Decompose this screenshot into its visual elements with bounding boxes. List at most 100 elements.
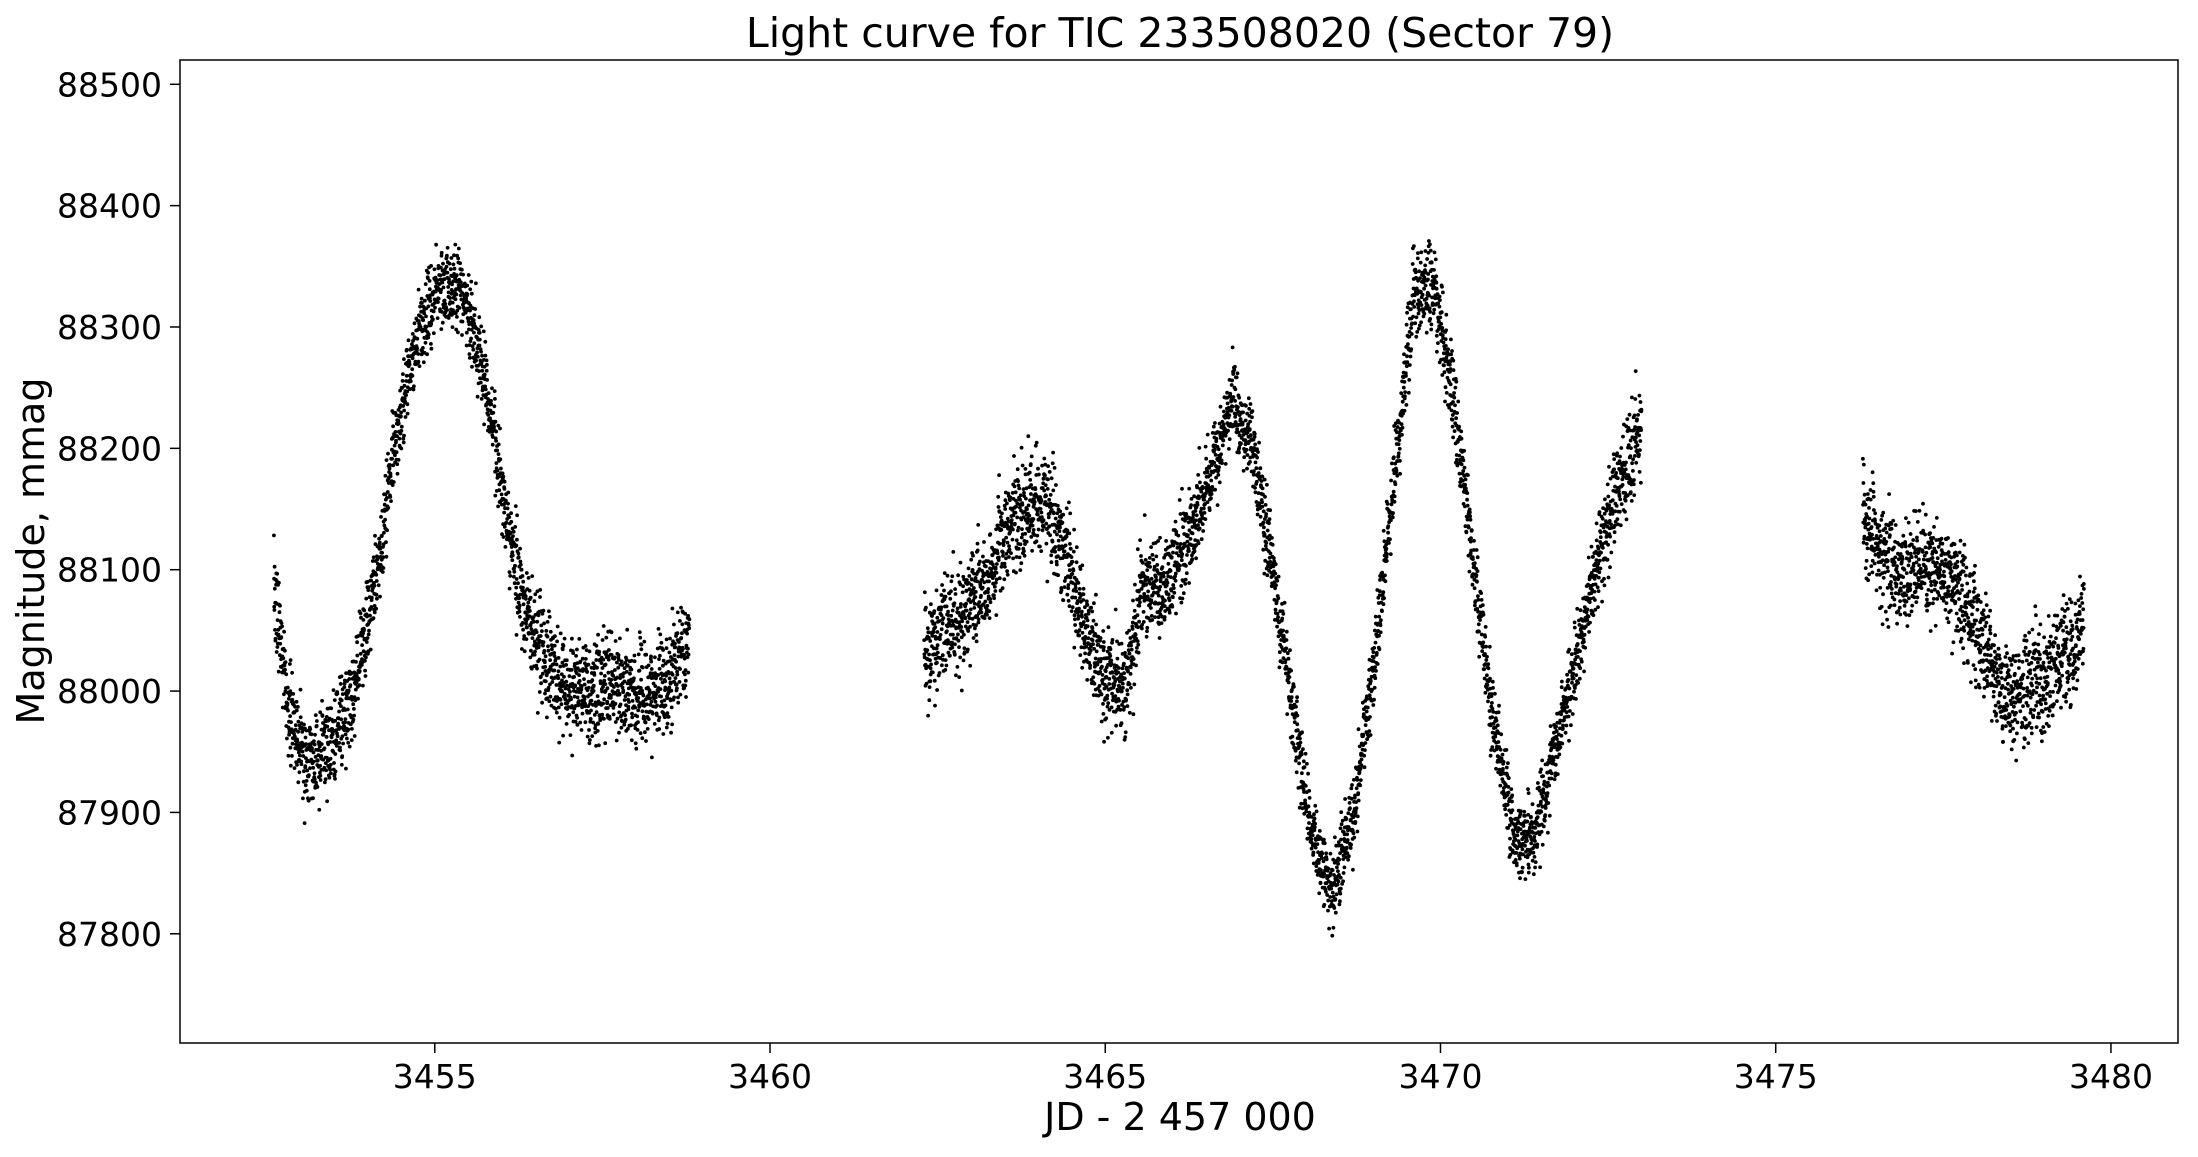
data-point <box>1217 480 1222 485</box>
data-point <box>304 742 308 746</box>
data-point <box>492 389 497 393</box>
data-point <box>441 285 446 290</box>
data-point <box>933 703 937 708</box>
data-point <box>507 570 512 574</box>
data-point <box>940 621 945 626</box>
data-point <box>504 520 509 525</box>
data-point <box>1335 865 1339 870</box>
data-point <box>1257 440 1261 445</box>
data-point <box>1059 588 1064 593</box>
data-point <box>439 265 443 270</box>
data-point <box>1203 444 1208 449</box>
data-point <box>451 279 456 284</box>
data-point <box>1157 636 1162 640</box>
data-point <box>290 670 294 675</box>
data-point <box>675 686 679 691</box>
data-point <box>1032 500 1037 504</box>
data-point <box>627 700 631 704</box>
data-point <box>944 604 949 609</box>
data-point <box>954 673 958 678</box>
data-point <box>351 717 356 722</box>
data-point <box>514 577 519 581</box>
data-point <box>555 639 559 644</box>
data-point <box>512 574 516 579</box>
data-point <box>1137 603 1142 608</box>
data-point <box>1112 676 1117 680</box>
data-point <box>1247 427 1252 431</box>
data-point <box>417 364 422 368</box>
data-point <box>979 593 983 598</box>
data-point <box>359 663 364 667</box>
data-point <box>1103 669 1108 674</box>
data-point <box>1345 832 1350 837</box>
data-point <box>1005 569 1009 574</box>
data-point <box>1282 600 1287 605</box>
data-point <box>1346 857 1350 862</box>
data-point <box>1048 533 1052 538</box>
data-point <box>927 652 931 657</box>
data-point <box>1018 497 1022 502</box>
data-point <box>1141 610 1146 614</box>
data-point <box>1345 838 1350 842</box>
data-point <box>1016 525 1021 530</box>
data-point <box>1385 552 1389 556</box>
data-point <box>479 349 483 354</box>
data-point <box>1379 618 1383 623</box>
data-point <box>1110 691 1114 696</box>
data-point <box>995 551 1000 556</box>
data-point <box>678 667 682 671</box>
data-point <box>515 537 519 542</box>
data-point <box>998 515 1003 519</box>
data-point <box>453 242 458 247</box>
data-point <box>650 755 654 760</box>
data-point <box>460 333 464 337</box>
data-point <box>496 442 501 447</box>
data-point <box>1312 812 1316 817</box>
data-point <box>1181 525 1185 529</box>
data-point <box>650 711 655 716</box>
data-point <box>1396 442 1401 447</box>
data-point <box>356 696 360 701</box>
data-point <box>383 473 388 478</box>
data-point <box>315 719 319 723</box>
data-point <box>561 644 566 648</box>
data-point <box>535 711 540 715</box>
data-point <box>518 546 522 551</box>
data-point <box>1072 527 1076 532</box>
data-point <box>1079 609 1084 614</box>
data-point <box>467 327 471 332</box>
data-point <box>495 468 500 473</box>
data-point <box>1388 552 1393 556</box>
data-point <box>1025 507 1029 511</box>
data-point <box>1409 326 1413 330</box>
data-point <box>952 652 957 657</box>
data-point <box>1189 503 1193 507</box>
data-point <box>453 311 458 316</box>
data-point <box>368 647 373 652</box>
data-point <box>571 710 576 715</box>
data-point <box>1029 483 1033 487</box>
data-point <box>622 698 627 702</box>
data-point <box>1004 535 1009 540</box>
data-point <box>500 532 504 537</box>
data-point <box>966 566 971 571</box>
data-point <box>1070 605 1075 610</box>
data-point <box>582 677 586 681</box>
data-point <box>351 702 356 707</box>
data-point <box>1407 378 1412 382</box>
data-point <box>1435 349 1439 354</box>
data-point <box>1051 511 1056 516</box>
data-point <box>1337 902 1342 907</box>
data-point <box>594 658 599 662</box>
data-point <box>1371 703 1376 707</box>
data-point <box>664 637 669 642</box>
data-point <box>1120 681 1125 686</box>
data-point <box>1428 317 1433 321</box>
data-point <box>1380 570 1385 575</box>
data-point <box>607 648 611 652</box>
data-point <box>637 668 642 673</box>
data-point <box>1373 640 1378 645</box>
data-point <box>441 261 445 266</box>
data-point <box>1196 541 1201 546</box>
data-point <box>364 655 368 660</box>
